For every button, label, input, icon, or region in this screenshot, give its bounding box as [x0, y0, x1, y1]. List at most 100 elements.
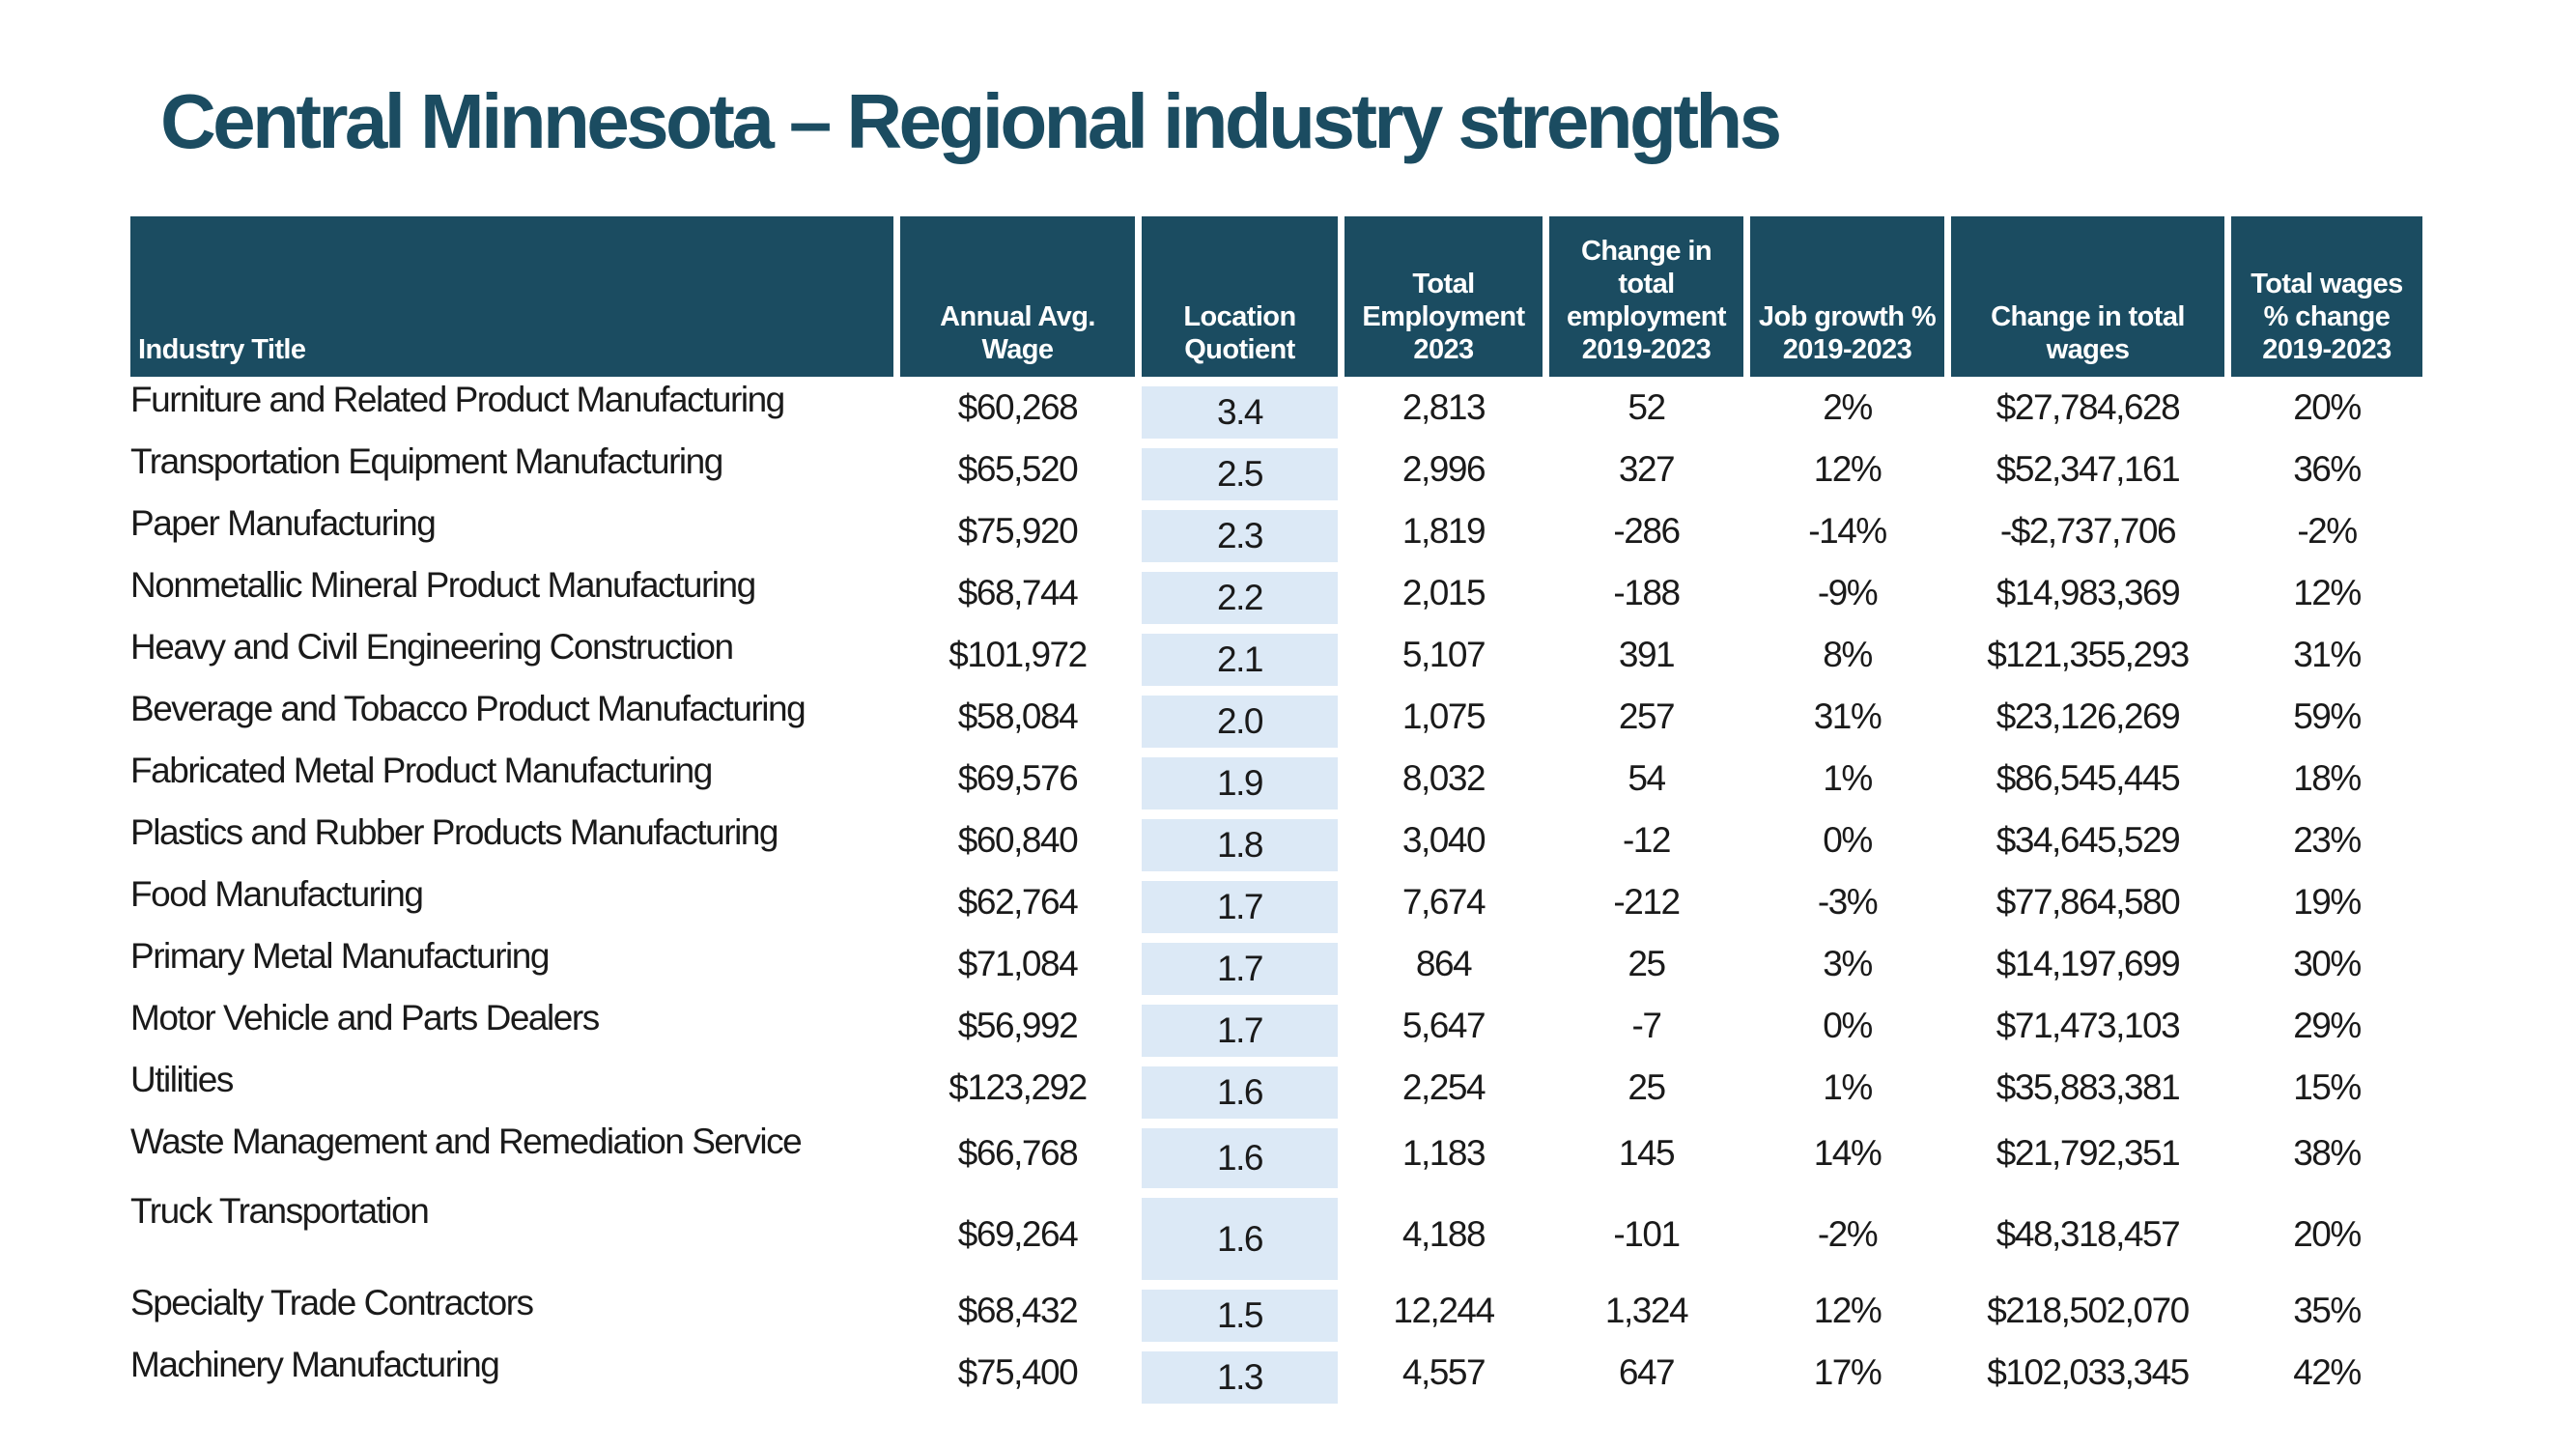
wages-pct-change-cell: 18% [2293, 758, 2362, 798]
wages-pct-change-cell: 20% [2293, 1213, 2362, 1254]
table-row: Motor Vehicle and Parts Dealers $56,992 1.… [130, 995, 2422, 1057]
job-growth-cell: 0% [1823, 1006, 1873, 1045]
table-header-row: Industry Title Annual Avg. Wage Location… [130, 216, 2422, 377]
wages-pct-change-cell: 38% [2293, 1133, 2362, 1173]
total-employment-cell: 4,557 [1401, 1352, 1486, 1392]
wage-change-cell: $14,983,369 [1996, 573, 2181, 612]
wages-pct-change-cell: 30% [2293, 944, 2362, 983]
industry-title-cell: Motor Vehicle and Parts Dealers [130, 998, 600, 1037]
total-employment-cell: 1,819 [1401, 511, 1486, 551]
location-quotient-cell: 2.3 [1142, 500, 1338, 562]
job-growth-cell: 3% [1823, 944, 1873, 983]
annual-avg-wage-cell: $68,744 [957, 573, 1079, 612]
wages-pct-change-cell: 42% [2293, 1352, 2362, 1392]
job-growth-cell: -2% [1817, 1213, 1879, 1254]
annual-avg-wage-cell: $71,084 [957, 944, 1079, 983]
employment-change-cell: 25 [1628, 944, 1666, 983]
industry-title-cell: Specialty Trade Contractors [130, 1283, 534, 1322]
annual-avg-wage-cell: $58,084 [957, 696, 1079, 736]
wages-pct-change-cell: 59% [2293, 696, 2362, 736]
total-employment-cell: 2,813 [1401, 387, 1486, 427]
industry-title-cell: Food Manufacturing [130, 874, 424, 914]
location-quotient-cell: 1.8 [1142, 810, 1338, 871]
employment-change-cell: 54 [1628, 758, 1666, 798]
wage-change-cell: $14,197,699 [1996, 944, 2181, 983]
employment-change-cell: 391 [1618, 635, 1676, 674]
wage-change-cell: $48,318,457 [1996, 1213, 2181, 1254]
total-employment-cell: 1,183 [1401, 1133, 1486, 1173]
wages-pct-change-cell: 20% [2293, 387, 2362, 427]
employment-change-cell: 145 [1618, 1133, 1676, 1173]
industry-title-cell: Waste Management and Remediation Service [130, 1122, 803, 1161]
wages-pct-change-cell: 36% [2293, 449, 2362, 489]
annual-avg-wage-cell: $69,264 [957, 1213, 1079, 1254]
wage-change-cell: $23,126,269 [1996, 696, 2181, 736]
wages-pct-change-cell: 23% [2293, 820, 2362, 860]
table-row: Transportation Equipment Manufacturing $6… [130, 439, 2422, 500]
annual-avg-wage-cell: $75,400 [957, 1352, 1079, 1392]
table-row: Nonmetallic Mineral Product Manufacturin… [130, 562, 2422, 624]
industry-title-cell: Heavy and Civil Engineering Construction [130, 627, 734, 667]
industry-title-cell: Utilities [130, 1060, 234, 1099]
industry-title-cell: Plastics and Rubber Products Manufacturi… [130, 812, 778, 852]
job-growth-cell: 0% [1823, 820, 1873, 860]
location-quotient-cell: 3.4 [1142, 377, 1338, 439]
industry-strengths-table: Industry Title Annual Avg. Wage Location… [130, 216, 2422, 1404]
employment-change-cell: 327 [1618, 449, 1676, 489]
annual-avg-wage-cell: $101,972 [948, 635, 1088, 674]
table-row: Primary Metal Manufacturing $71,084 1.7 864… [130, 933, 2422, 995]
job-growth-cell: 31% [1813, 696, 1882, 736]
wage-change-cell: $121,355,293 [1987, 635, 2190, 674]
total-employment-cell: 864 [1415, 944, 1473, 983]
annual-avg-wage-cell: $75,920 [957, 511, 1079, 551]
total-employment-cell: 4,188 [1401, 1213, 1486, 1254]
job-growth-cell: -3% [1817, 882, 1879, 922]
table-row: Heavy and Civil Engineering Construction… [130, 624, 2422, 686]
annual-avg-wage-cell: $69,576 [957, 758, 1079, 798]
job-growth-cell: 14% [1813, 1133, 1882, 1173]
total-employment-cell: 3,040 [1401, 820, 1486, 860]
table-row: Truck Transportation $69,264 1.6 4,188 -101 -… [130, 1188, 2422, 1280]
location-quotient-cell: 2.2 [1142, 562, 1338, 624]
wage-change-cell: $21,792,351 [1996, 1133, 2181, 1173]
employment-change-cell: 1,324 [1604, 1291, 1689, 1330]
wages-pct-change-cell: 19% [2293, 882, 2362, 922]
column-header-total-employment: Total Employment 2023 [1345, 216, 1543, 377]
location-quotient-cell: 1.9 [1142, 748, 1338, 810]
industry-title-cell: Primary Metal Manufacturing [130, 936, 550, 976]
industry-title-cell: Beverage and Tobacco Product Manufacturi… [130, 689, 807, 728]
annual-avg-wage-cell: $60,840 [957, 820, 1079, 860]
table-row: Specialty Trade Contractors $68,432 1.5 12,… [130, 1280, 2422, 1342]
annual-avg-wage-cell: $56,992 [957, 1006, 1079, 1045]
location-quotient-cell: 1.7 [1142, 871, 1338, 933]
wage-change-cell: $27,784,628 [1996, 387, 2181, 427]
page-title: Central Minnesota – Regional industry st… [160, 78, 1782, 164]
industry-title-cell: Furniture and Related Product Manufactur… [130, 380, 785, 419]
employment-change-cell: -7 [1631, 1006, 1662, 1045]
annual-avg-wage-cell: $68,432 [957, 1291, 1079, 1330]
job-growth-cell: 1% [1823, 1067, 1873, 1107]
job-growth-cell: -14% [1808, 511, 1887, 551]
table-row: Machinery Manufacturing $75,400 1.3 4,557 64… [130, 1342, 2422, 1404]
employment-change-cell: -212 [1613, 882, 1681, 922]
wage-change-cell: $35,883,381 [1996, 1067, 2181, 1107]
total-employment-cell: 1,075 [1401, 696, 1486, 736]
location-quotient-cell: 1.7 [1142, 933, 1338, 995]
total-employment-cell: 7,674 [1401, 882, 1486, 922]
employment-change-cell: -12 [1622, 820, 1672, 860]
annual-avg-wage-cell: $62,764 [957, 882, 1079, 922]
annual-avg-wage-cell: $66,768 [957, 1133, 1079, 1173]
wage-change-cell: $218,502,070 [1987, 1291, 2190, 1330]
annual-avg-wage-cell: $65,520 [957, 449, 1079, 489]
annual-avg-wage-cell: $60,268 [957, 387, 1079, 427]
table-row: Food Manufacturing $62,764 1.7 7,674 -212 -3%… [130, 871, 2422, 933]
employment-change-cell: 52 [1628, 387, 1666, 427]
total-employment-cell: 12,244 [1393, 1291, 1495, 1330]
location-quotient-cell: 2.5 [1142, 439, 1338, 500]
table-row: Utilities $123,292 1.6 2,254 25 1% $35,883,381… [130, 1057, 2422, 1119]
table-row: Plastics and Rubber Products Manufacturi… [130, 810, 2422, 871]
column-header-total-wages-pct-change: Total wages % change 2019-2023 [2231, 216, 2422, 377]
wage-change-cell: $71,473,103 [1996, 1006, 2181, 1045]
annual-avg-wage-cell: $123,292 [948, 1067, 1088, 1107]
column-header-change-in-total-wages: Change in total wages [1951, 216, 2224, 377]
